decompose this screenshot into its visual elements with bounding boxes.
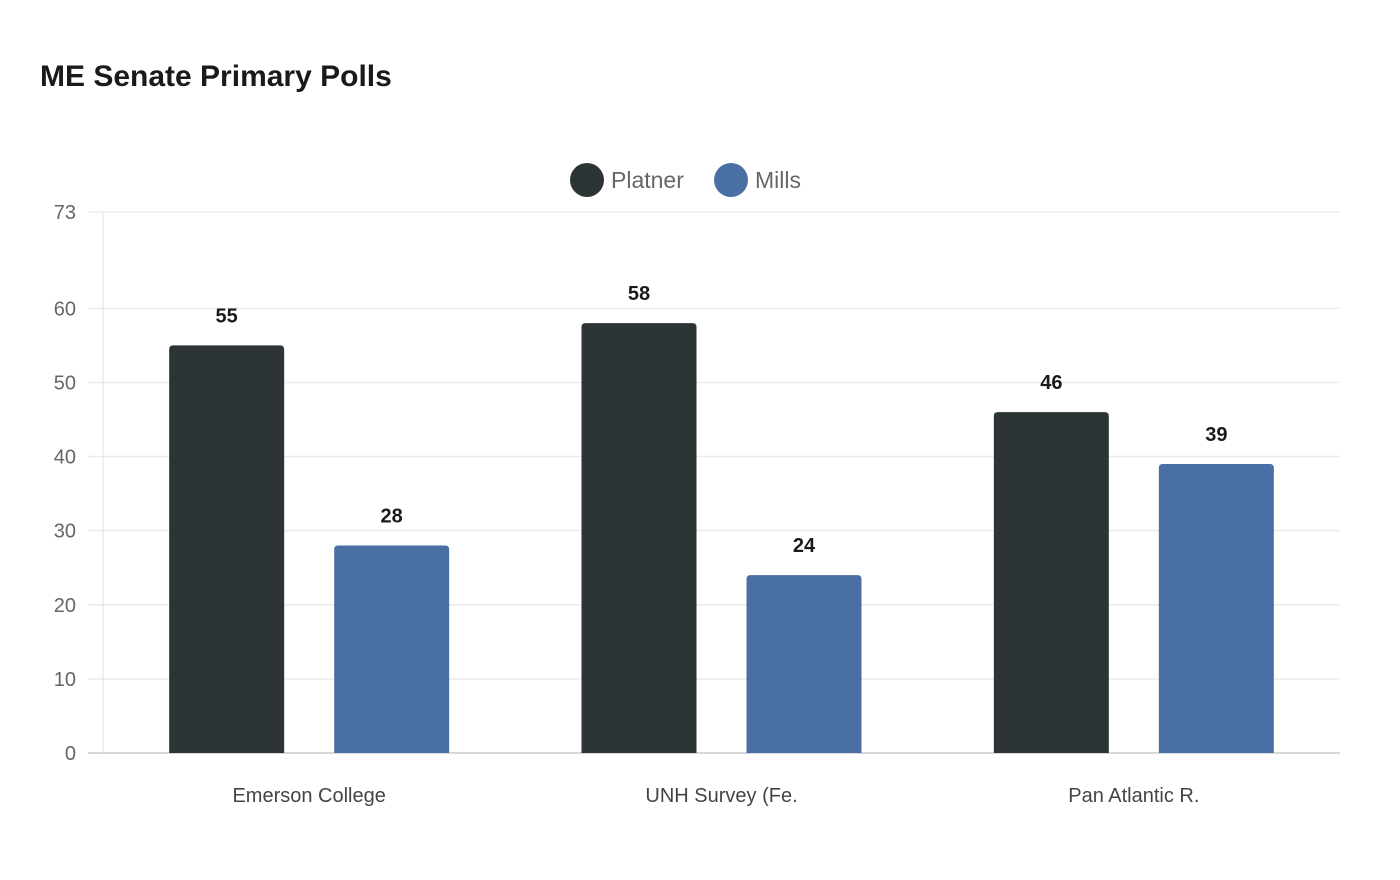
bar-mills <box>746 575 862 753</box>
data-label: 58 <box>628 283 650 305</box>
data-label: 55 <box>216 305 238 327</box>
bar-platner <box>169 345 285 753</box>
y-tick-label: 60 <box>54 298 76 320</box>
x-tick-label: Emerson College <box>232 785 385 807</box>
bar-mills <box>334 545 450 753</box>
data-label: 46 <box>1040 372 1062 394</box>
legend-marker-mills <box>714 163 748 197</box>
data-label: 24 <box>793 535 816 557</box>
x-tick-label: UNH Survey (Fe. <box>645 785 797 807</box>
bar-mills <box>1158 463 1274 753</box>
y-tick-label: 40 <box>54 447 76 469</box>
y-tick-label: 50 <box>54 372 76 394</box>
data-label: 39 <box>1205 424 1227 446</box>
y-tick-label: 0 <box>65 743 76 765</box>
data-label: 28 <box>381 505 403 527</box>
legend-label: Platner <box>611 167 684 193</box>
y-tick-label: 30 <box>54 521 76 543</box>
y-tick-label: 73 <box>54 202 76 224</box>
legend-label: Mills <box>755 167 801 193</box>
bar-platner <box>993 412 1109 753</box>
chart-title: ME Senate Primary Polls <box>40 60 392 93</box>
y-tick-label: 20 <box>54 595 76 617</box>
y-tick-label: 10 <box>54 669 76 691</box>
legend-marker-platner <box>570 163 604 197</box>
bar-platner <box>581 323 697 753</box>
x-tick-label: Pan Atlantic R. <box>1068 785 1199 807</box>
